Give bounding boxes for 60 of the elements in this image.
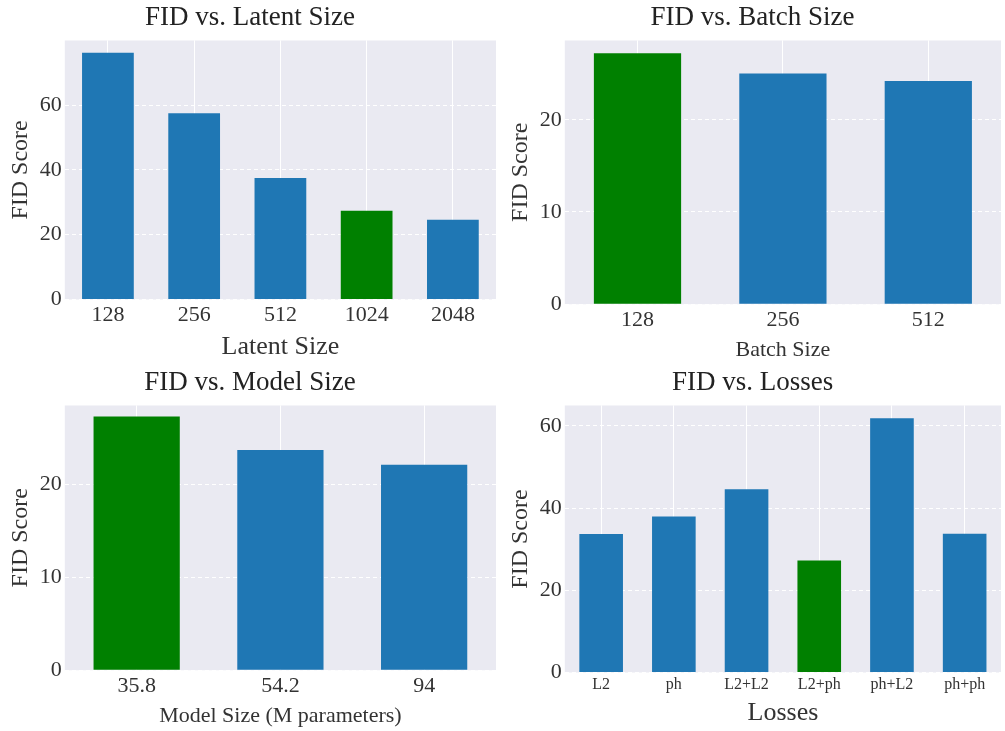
y-axis-title: FID Score bbox=[505, 122, 532, 222]
y-tick-label: 10 bbox=[539, 197, 562, 223]
x-axis-title: Batch Size bbox=[735, 335, 831, 361]
bar bbox=[739, 73, 827, 304]
y-axis-title: FID Score bbox=[505, 489, 532, 589]
bar bbox=[381, 464, 468, 670]
y-tick-label: 20 bbox=[539, 105, 562, 131]
x-tick-label: 512 bbox=[263, 301, 297, 327]
y-tick-label: 60 bbox=[539, 411, 562, 437]
x-tick-label: L2+L2 bbox=[724, 675, 769, 693]
y-tick-label: 60 bbox=[39, 90, 62, 116]
x-tick-label: 128 bbox=[621, 306, 654, 332]
x-axis-title: Latent Size bbox=[221, 331, 340, 361]
bar bbox=[942, 533, 987, 673]
bar bbox=[870, 418, 914, 673]
x-axis-title: Losses bbox=[747, 697, 819, 727]
bar bbox=[593, 53, 682, 304]
chart-title: FID vs. Latent Size bbox=[145, 1, 355, 32]
x-tick-label: ph bbox=[665, 675, 682, 694]
bar bbox=[340, 210, 393, 299]
x-tick-label: 128 bbox=[91, 301, 125, 327]
y-tick-label: 0 bbox=[550, 289, 562, 315]
bar bbox=[237, 450, 324, 670]
bar bbox=[724, 489, 769, 673]
bar bbox=[884, 80, 972, 304]
y-tick-label: 20 bbox=[39, 220, 62, 246]
x-tick-label: 2048 bbox=[430, 301, 475, 327]
y-tick-label: 10 bbox=[39, 563, 62, 589]
x-tick-label: 35.8 bbox=[117, 672, 156, 698]
x-tick-label: 512 bbox=[911, 306, 945, 332]
bar bbox=[93, 416, 180, 670]
bar bbox=[254, 177, 307, 299]
y-tick-label: 40 bbox=[539, 493, 562, 519]
y-tick-label: 20 bbox=[539, 576, 562, 602]
chart-title: FID vs. Losses bbox=[671, 366, 834, 397]
x-axis-title: Model Size (M parameters) bbox=[159, 701, 402, 727]
bar bbox=[579, 534, 623, 673]
y-tick-label: 0 bbox=[50, 285, 62, 311]
bar bbox=[427, 219, 479, 299]
x-tick-label: L2+ph bbox=[797, 675, 841, 694]
y-axis-title: FID Score bbox=[5, 120, 32, 220]
y-tick-label: 0 bbox=[50, 655, 62, 681]
bar bbox=[652, 516, 696, 673]
x-tick-label: ph+ph bbox=[944, 675, 986, 694]
x-tick-label: 1024 bbox=[344, 301, 389, 327]
bar bbox=[82, 52, 134, 299]
x-tick-label: 256 bbox=[766, 306, 800, 332]
y-tick-label: 40 bbox=[39, 155, 62, 181]
x-tick-label: 94 bbox=[413, 672, 436, 698]
chart-title: FID vs. Batch Size bbox=[650, 1, 855, 32]
x-tick-label: 54.2 bbox=[261, 672, 300, 698]
bar bbox=[797, 560, 842, 673]
x-tick-label: L2 bbox=[592, 675, 611, 693]
x-tick-label: 256 bbox=[177, 301, 211, 327]
y-tick-label: 0 bbox=[550, 658, 562, 684]
chart-title: FID vs. Model Size bbox=[144, 366, 356, 397]
y-axis-title: FID Score bbox=[5, 488, 32, 588]
y-tick-label: 20 bbox=[39, 470, 62, 496]
bar bbox=[168, 113, 221, 299]
x-tick-label: ph+L2 bbox=[870, 675, 914, 694]
